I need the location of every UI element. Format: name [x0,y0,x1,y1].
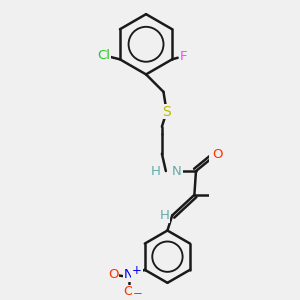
Text: O: O [108,268,118,281]
Text: −: − [133,287,142,300]
Text: N: N [172,165,182,178]
Text: H: H [151,165,161,178]
Text: O: O [124,285,134,298]
Text: S: S [162,105,171,118]
Text: +: + [132,264,142,277]
Text: Cl: Cl [98,49,111,62]
Text: O: O [212,148,223,161]
Text: H: H [159,209,169,222]
Text: N: N [124,268,134,281]
Text: F: F [179,50,187,64]
